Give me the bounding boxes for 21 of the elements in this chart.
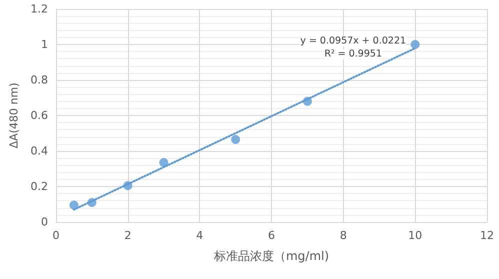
annotation: y = 0.0957x + 0.0221	[300, 36, 406, 47]
y-axis-title: ΔA(480 nm)	[8, 82, 21, 148]
y-tick-label: 0.4	[30, 144, 48, 158]
point	[69, 200, 78, 210]
x-tick-label: 8	[340, 229, 347, 242]
x-tick-label: 12	[480, 229, 494, 242]
x-tick-label: 2	[124, 229, 132, 242]
x-tick-label: 10	[408, 229, 422, 242]
y-tick-label: 0.2	[30, 180, 48, 193]
annotation: R² = 0.9951	[324, 48, 382, 60]
y-tick-label: 0.6	[30, 109, 48, 122]
x-tick-label: 4	[196, 229, 204, 242]
y-tick-label: 0	[41, 216, 48, 228]
y-tick-label: 1	[41, 38, 48, 51]
x-tick-label: 6	[268, 229, 275, 242]
x-axis-title: 标准品浓度（mg/ml)	[212, 249, 330, 263]
y-tick-label: 0.8	[30, 74, 48, 86]
point	[231, 134, 240, 144]
point	[410, 40, 420, 49]
y-tick-label: 1.2	[30, 2, 48, 16]
x-tick-label: 0	[52, 229, 60, 242]
